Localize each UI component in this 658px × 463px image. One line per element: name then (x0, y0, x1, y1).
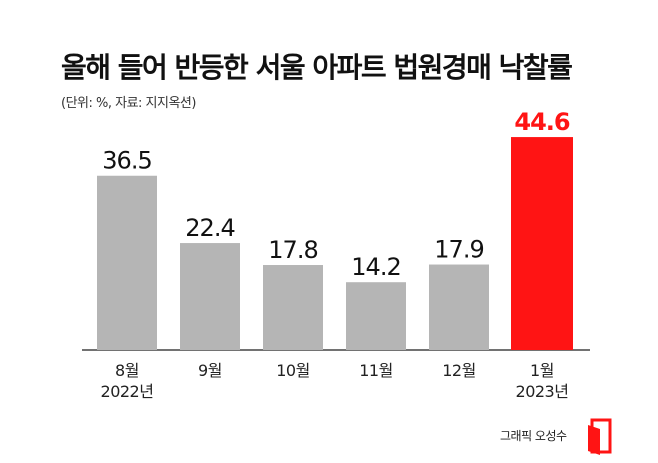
data-label: 36.5 (102, 147, 151, 175)
data-label: 44.6 (514, 108, 570, 136)
data-label: 14.2 (351, 253, 400, 281)
bar (346, 282, 406, 350)
category-label: 12월 (442, 361, 476, 380)
bar (429, 264, 489, 350)
bar (97, 175, 157, 350)
bar (263, 265, 323, 350)
bar (180, 243, 240, 350)
bar (511, 137, 573, 350)
publisher-logo-icon (588, 418, 612, 455)
category-label: 11월 (359, 361, 393, 380)
data-label: 17.9 (434, 236, 483, 264)
category-label: 2022년 (101, 382, 154, 401)
category-label: 10월 (276, 361, 310, 380)
category-label: 9월 (198, 361, 222, 380)
chart-subtitle: (단위: %, 자료: 지지옥션) (61, 96, 196, 111)
data-label: 17.8 (268, 236, 317, 264)
category-label: 1월 (530, 361, 554, 380)
category-label: 2023년 (516, 382, 569, 401)
chart-title: 올해 들어 반등한 서울 아파트 법원경매 낙찰률 (61, 51, 573, 84)
data-label: 22.4 (185, 214, 234, 242)
category-label: 8월 (115, 361, 139, 380)
graphic-credit: 그래픽 오성수 (500, 429, 567, 443)
